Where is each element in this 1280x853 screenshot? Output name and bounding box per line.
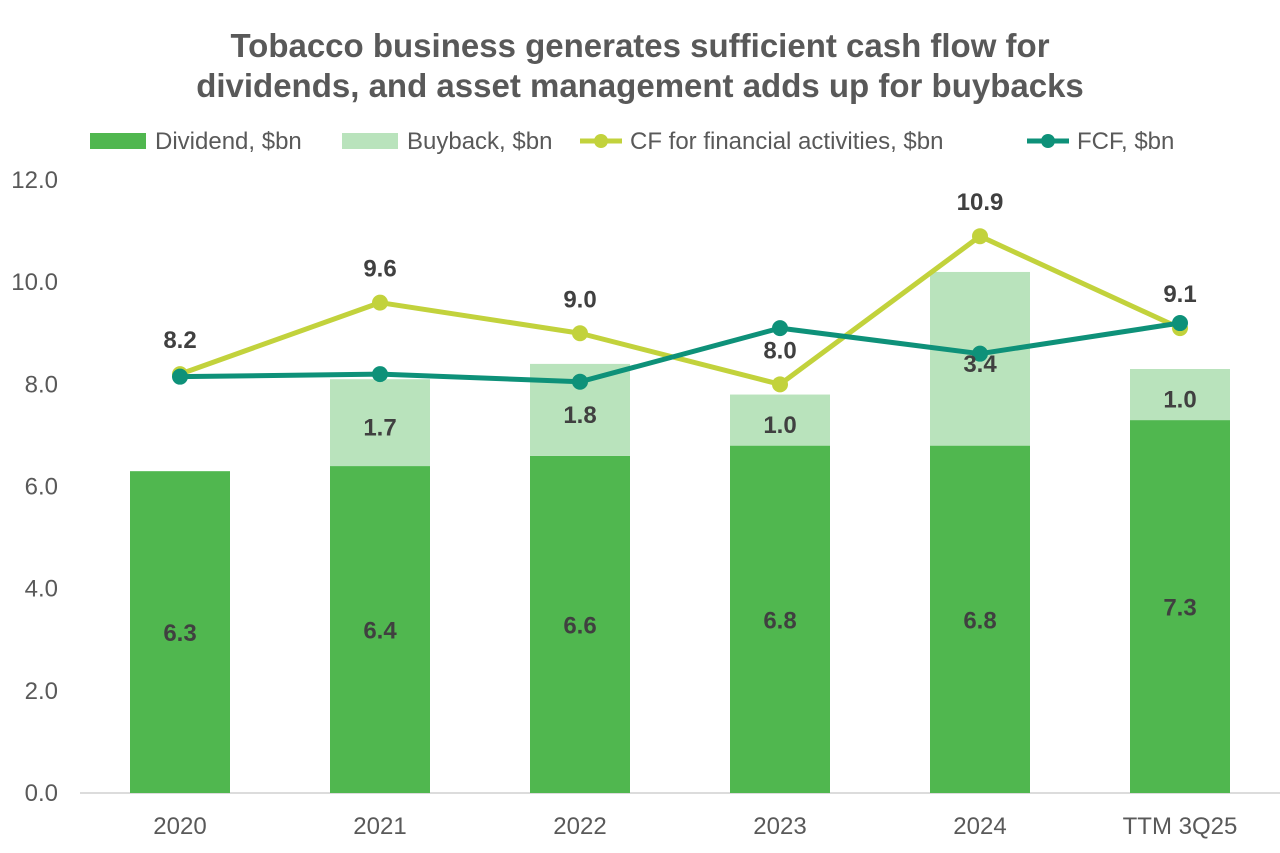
fcf-point	[972, 345, 988, 362]
cf-financial-activities-point	[572, 325, 588, 342]
cf-financial-activities-point	[972, 228, 988, 245]
lines	[172, 228, 1188, 393]
buyback-data-label: 1.0	[763, 412, 796, 439]
y-tick-label: 6.0	[25, 474, 58, 501]
cf-financial-activities-data-label: 9.0	[563, 286, 596, 313]
y-tick-label: 10.0	[11, 269, 58, 296]
legend-dividend: Dividend, $bn	[90, 128, 302, 155]
cf-financial-activities-point	[772, 376, 788, 393]
dividend-data-label: 6.3	[163, 620, 196, 647]
y-tick-label: 0.0	[25, 780, 58, 807]
legend-dividend-swatch	[90, 133, 146, 149]
cf-financial-activities-data-label: 8.0	[763, 337, 796, 364]
dividend-bar	[530, 455, 630, 793]
x-tick-label: 2023	[753, 813, 806, 840]
legend-cf-financial-activities-label: CF for financial activities, $bn	[630, 128, 943, 155]
legend-dividend-label: Dividend, $bn	[155, 128, 302, 155]
cf-financial-activities-point	[372, 294, 388, 311]
cf-financial-activities-line	[179, 233, 1182, 387]
legend-fcf: FCF, $bn	[1027, 128, 1174, 155]
cf-financial-activities-data-label: 8.2	[163, 327, 196, 354]
x-tick-label: 2021	[353, 813, 406, 840]
buyback-data-label: 1.8	[563, 402, 596, 429]
legend: Dividend, $bn Buyback, $bn CF for financia…	[90, 128, 1174, 155]
dividend-data-label: 6.4	[363, 618, 397, 645]
fcf-point	[772, 320, 788, 337]
y-tick-label: 2.0	[25, 678, 58, 705]
x-tick-label: 2022	[553, 813, 606, 840]
dividend-bar	[930, 445, 1030, 793]
legend-buyback-swatch	[342, 133, 398, 149]
y-tick-label: 12.0	[11, 167, 58, 194]
legend-cf-financial-activities: CF for financial activities, $bn	[580, 128, 943, 155]
cf-financial-activities-data-label: 9.1	[1163, 281, 1196, 308]
chart-title-line-1: Tobacco business generates sufficient ca…	[230, 27, 1050, 64]
chart-title-line-2: dividends, and asset management adds up …	[196, 67, 1084, 104]
cf-financial-activities-data-label: 10.9	[957, 189, 1004, 216]
dividend-data-label: 6.6	[563, 612, 596, 639]
x-tick-label: TTM 3Q25	[1123, 813, 1238, 840]
fcf-point	[572, 373, 588, 390]
buyback-bar	[730, 394, 830, 446]
fcf-point	[372, 366, 388, 383]
chart-title: Tobacco business generates sufficient ca…	[0, 26, 1280, 106]
y-tick-label: 4.0	[25, 576, 58, 603]
legend-fcf-swatch-marker	[1041, 134, 1055, 148]
legend-fcf-label: FCF, $bn	[1077, 128, 1174, 155]
fcf-point	[1172, 315, 1188, 332]
dividend-data-label: 7.3	[1163, 595, 1196, 622]
buyback-bar	[330, 379, 430, 467]
bars	[130, 271, 1230, 793]
x-tick-label: 2020	[153, 813, 206, 840]
legend-buyback: Buyback, $bn	[342, 128, 552, 155]
dividend-data-label: 6.8	[963, 607, 996, 634]
data-labels: 6.3 6.4 1.7 6.6 1.8 6.8 1.0 6.8 3.4 7.3 1.0 8.2 9.6 9…	[163, 189, 1196, 647]
legend-cf-financial-activities-swatch-marker	[594, 134, 608, 148]
dividend-bar	[130, 471, 230, 793]
dividend-data-label: 6.8	[763, 607, 796, 634]
buyback-bar	[1130, 369, 1230, 421]
buyback-data-label: 1.7	[363, 415, 396, 442]
fcf-line	[179, 320, 1181, 385]
legend-buyback-label: Buyback, $bn	[407, 128, 552, 155]
dividend-bar	[730, 445, 830, 793]
buyback-data-label: 1.0	[1163, 387, 1196, 414]
buyback-data-label: 3.4	[963, 351, 997, 378]
y-tick-label: 8.0	[25, 371, 58, 398]
cf-financial-activities-data-label: 9.6	[363, 256, 396, 283]
dividend-bar	[1130, 420, 1230, 793]
dividend-bar	[330, 466, 430, 793]
axes: 0.0 2.0 4.0 6.0 8.0 10.0 12.0 2020 2021 2022 2023 2…	[11, 167, 1280, 840]
x-tick-label: 2024	[953, 813, 1006, 840]
fcf-point	[172, 368, 188, 385]
